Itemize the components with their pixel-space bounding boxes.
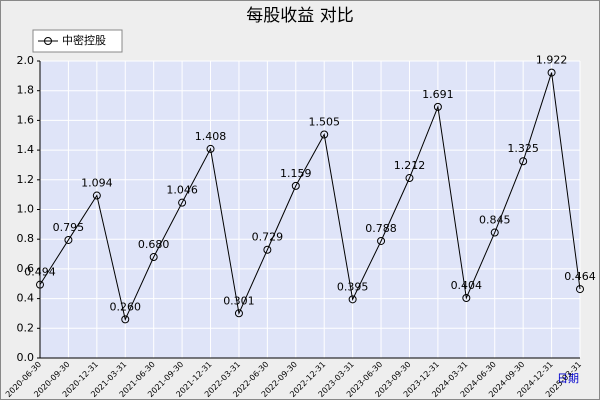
data-label: 0.464	[564, 270, 596, 283]
legend-box	[32, 29, 123, 53]
data-point	[433, 102, 442, 111]
data-point	[92, 191, 101, 200]
y-tick-label: 1.8	[17, 84, 35, 97]
data-point	[576, 285, 584, 294]
data-label: 0.395	[337, 280, 369, 293]
data-point	[206, 144, 215, 153]
y-tick-label: 0.4	[17, 292, 35, 305]
data-point	[64, 235, 73, 244]
y-tick-label: 1.6	[17, 113, 35, 126]
y-tick-label: 1.4	[17, 143, 35, 156]
y-tick-label: 0.0	[17, 351, 35, 364]
data-point	[36, 280, 44, 289]
legend-marker	[44, 37, 52, 45]
data-point	[462, 294, 471, 303]
data-point	[234, 309, 243, 318]
data-label: 1.046	[166, 184, 198, 197]
data-point	[377, 236, 386, 245]
data-label: 1.325	[507, 142, 539, 155]
data-point	[149, 253, 158, 262]
data-label: 1.505	[308, 116, 340, 129]
data-point	[519, 157, 528, 166]
data-point	[263, 245, 272, 254]
data-label: 1.922	[536, 54, 568, 67]
data-label: 0.301	[223, 294, 255, 307]
series-line	[39, 72, 581, 321]
data-point	[121, 315, 130, 324]
data-label: 1.212	[394, 159, 426, 172]
data-point	[291, 181, 300, 190]
y-tick-label: 1.0	[17, 203, 35, 216]
data-point	[547, 68, 556, 77]
data-label: 0.494	[24, 266, 56, 279]
data-label: 1.094	[81, 177, 113, 190]
data-point	[320, 130, 329, 139]
y-tick-label: 0.6	[17, 262, 35, 275]
data-label: 0.680	[138, 238, 170, 251]
data-point	[348, 295, 357, 304]
y-tick-label: 0.8	[17, 232, 35, 245]
data-label: 0.404	[451, 279, 483, 292]
y-tick-label: 0.2	[17, 321, 35, 334]
data-label: 0.795	[53, 221, 85, 234]
data-point	[490, 228, 499, 237]
legend-label: 中密控股	[62, 33, 106, 47]
data-label: 0.729	[252, 231, 284, 244]
data-label: 1.408	[195, 130, 227, 143]
data-label: 1.691	[422, 88, 454, 101]
data-label: 1.159	[280, 167, 312, 180]
data-label: 0.788	[365, 222, 397, 235]
data-point	[178, 198, 187, 207]
data-point	[405, 174, 414, 183]
y-tick-label: 2.0	[17, 54, 35, 67]
chart-title: 每股收益 对比	[246, 6, 353, 26]
data-label: 0.845	[479, 214, 511, 227]
data-label: 0.260	[110, 300, 142, 313]
x-axis-label: 日期	[557, 372, 579, 385]
y-tick-label: 1.2	[17, 173, 35, 186]
